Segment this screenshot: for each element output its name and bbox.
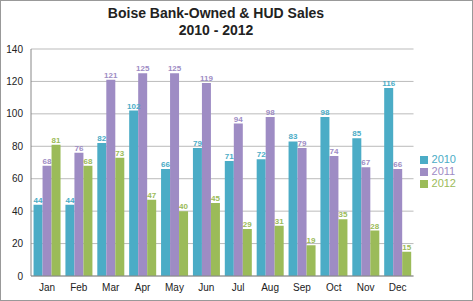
svg-text:79: 79 bbox=[193, 139, 202, 148]
svg-text:72: 72 bbox=[257, 150, 266, 159]
svg-text:98: 98 bbox=[320, 108, 329, 117]
svg-text:Jun: Jun bbox=[198, 282, 214, 293]
svg-text:45: 45 bbox=[211, 194, 220, 203]
svg-text:60: 60 bbox=[12, 173, 24, 184]
svg-text:Apr: Apr bbox=[135, 282, 151, 293]
svg-text:15: 15 bbox=[402, 243, 411, 252]
html-text:Boise Bank-Owned & HUD Sales: Boise Bank-Owned & HUD Sales bbox=[107, 5, 325, 21]
svg-text:83: 83 bbox=[288, 132, 298, 142]
svg-text:85: 85 bbox=[352, 129, 361, 138]
svg-text:Oct: Oct bbox=[326, 282, 342, 293]
svg-text:44: 44 bbox=[65, 196, 74, 205]
svg-text:Nov: Nov bbox=[357, 282, 375, 293]
html-text:2011: 2011 bbox=[431, 164, 456, 177]
svg-text:66: 66 bbox=[393, 160, 402, 169]
html-text:2010 - 2012: 2010 - 2012 bbox=[178, 22, 254, 38]
svg-text:68: 68 bbox=[43, 157, 52, 166]
svg-text:68: 68 bbox=[83, 157, 92, 166]
svg-text:82: 82 bbox=[97, 134, 106, 143]
svg-text:40: 40 bbox=[12, 206, 24, 217]
svg-text:May: May bbox=[165, 282, 184, 293]
svg-text:79: 79 bbox=[298, 139, 307, 148]
svg-text:116: 116 bbox=[382, 79, 395, 88]
svg-text:121: 121 bbox=[104, 71, 118, 80]
svg-text:44: 44 bbox=[34, 196, 43, 205]
svg-text:40: 40 bbox=[179, 202, 188, 211]
svg-text:67: 67 bbox=[361, 158, 370, 167]
svg-text:Jul: Jul bbox=[232, 282, 245, 293]
svg-text:98: 98 bbox=[266, 108, 275, 117]
svg-text:28: 28 bbox=[370, 222, 379, 231]
svg-text:0: 0 bbox=[17, 271, 23, 282]
svg-text:20: 20 bbox=[12, 238, 24, 249]
html-text:2010: 2010 bbox=[431, 152, 456, 165]
svg-text:Mar: Mar bbox=[102, 282, 120, 293]
svg-text:19: 19 bbox=[307, 236, 316, 245]
html-text:2012: 2012 bbox=[431, 176, 456, 189]
svg-text:71: 71 bbox=[225, 152, 234, 161]
svg-text:47: 47 bbox=[147, 191, 156, 200]
svg-text:35: 35 bbox=[338, 210, 347, 219]
svg-text:66: 66 bbox=[161, 160, 170, 169]
svg-text:Dec: Dec bbox=[389, 282, 407, 293]
svg-text:81: 81 bbox=[52, 136, 61, 145]
svg-text:73: 73 bbox=[115, 149, 124, 158]
svg-text:Jan: Jan bbox=[39, 282, 55, 293]
svg-text:31: 31 bbox=[275, 217, 284, 226]
svg-text:Feb: Feb bbox=[70, 282, 88, 293]
svg-text:119: 119 bbox=[200, 74, 213, 83]
svg-text:94: 94 bbox=[234, 115, 243, 124]
svg-text:Sep: Sep bbox=[293, 282, 311, 293]
svg-text:100: 100 bbox=[8, 108, 23, 119]
svg-text:74: 74 bbox=[329, 147, 338, 156]
svg-text:102: 102 bbox=[127, 102, 141, 111]
svg-text:125: 125 bbox=[168, 64, 182, 73]
svg-text:29: 29 bbox=[243, 220, 252, 229]
svg-text:80: 80 bbox=[12, 141, 24, 152]
svg-text:Aug: Aug bbox=[261, 282, 279, 293]
svg-text:120: 120 bbox=[8, 76, 23, 87]
svg-text:140: 140 bbox=[8, 44, 23, 55]
svg-text:76: 76 bbox=[74, 144, 83, 153]
svg-text:125: 125 bbox=[136, 64, 150, 73]
